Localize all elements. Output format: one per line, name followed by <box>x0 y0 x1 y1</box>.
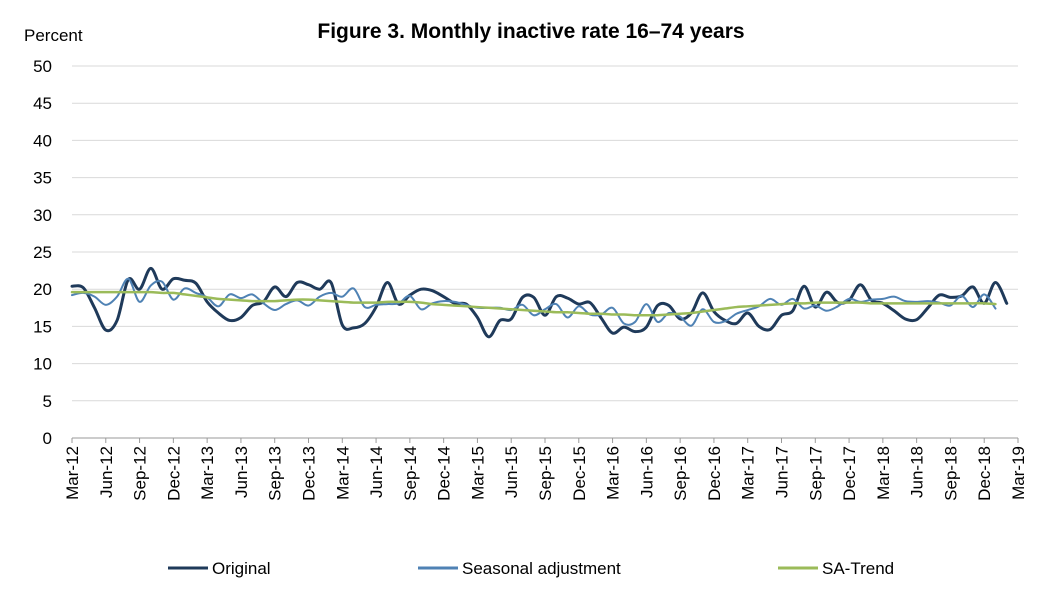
x-tick-label: Mar-15 <box>468 446 487 500</box>
x-tick-label: Sep-15 <box>536 446 555 501</box>
y-axis-ticks: 0 5 10 15 20 25 30 35 40 45 50 <box>33 57 52 448</box>
series-lines <box>70 266 1009 339</box>
y-axis-label: Percent <box>24 26 83 45</box>
y-tick-label: 20 <box>33 280 52 299</box>
x-axis-ticks: Mar-12 Jun-12 Sep-12 Dec-12 Mar-13 Jun-13 Sep-… <box>63 438 1028 501</box>
y-tick-label: 5 <box>43 392 52 411</box>
legend: Original Seasonal adjustment SA-Trend <box>168 559 894 578</box>
x-tick-label: Jun-18 <box>908 446 927 498</box>
y-tick-label: 40 <box>33 131 52 150</box>
x-tick-label: Dec-16 <box>705 446 724 501</box>
x-tick-label: Mar-17 <box>739 446 758 500</box>
x-tick-label: Mar-13 <box>198 446 217 500</box>
x-tick-label: Sep-17 <box>806 446 825 501</box>
legend-label: Original <box>212 559 271 578</box>
y-tick-label: 30 <box>33 206 52 225</box>
y-tick-label: 35 <box>33 169 52 188</box>
y-tick-label: 10 <box>33 355 52 374</box>
y-tick-label: 50 <box>33 57 52 76</box>
y-tick-label: 25 <box>33 243 52 262</box>
x-tick-label: Sep-16 <box>671 446 690 501</box>
x-tick-label: Jun-13 <box>232 446 251 498</box>
series-line-sa-trend <box>70 290 997 317</box>
chart-title: Figure 3. Monthly inactive rate 16–74 ye… <box>317 20 744 43</box>
x-tick-label: Dec-15 <box>570 446 589 501</box>
y-tick-label: 45 <box>33 94 52 113</box>
x-tick-label: Mar-16 <box>604 446 623 500</box>
y-tick-label: 15 <box>33 317 52 336</box>
x-tick-label: Dec-12 <box>164 446 183 501</box>
x-tick-label: Mar-14 <box>333 446 352 500</box>
series-line-seasonal-adjustment <box>71 277 997 327</box>
x-tick-label: Dec-18 <box>975 446 994 501</box>
x-tick-label: Dec-17 <box>840 446 859 501</box>
x-tick-label: Mar-18 <box>874 446 893 500</box>
x-tick-label: Dec-13 <box>300 446 319 501</box>
x-tick-label: Sep-12 <box>131 446 150 501</box>
x-tick-label: Sep-13 <box>266 446 285 501</box>
legend-label: SA-Trend <box>822 559 894 578</box>
y-tick-label: 0 <box>43 429 52 448</box>
x-tick-label: Jun-14 <box>367 446 386 498</box>
x-tick-label: Sep-14 <box>401 446 420 501</box>
x-tick-label: Jun-15 <box>502 446 521 498</box>
x-tick-label: Jun-16 <box>637 446 656 498</box>
legend-label: Seasonal adjustment <box>462 559 621 578</box>
gridlines <box>72 65 1018 439</box>
x-tick-label: Mar-19 <box>1009 446 1028 500</box>
x-tick-label: Sep-18 <box>941 446 960 501</box>
x-tick-label: Jun-17 <box>773 446 792 498</box>
x-tick-label: Jun-12 <box>97 446 116 498</box>
x-tick-label: Dec-14 <box>435 446 454 501</box>
x-tick-label: Mar-12 <box>63 446 82 500</box>
